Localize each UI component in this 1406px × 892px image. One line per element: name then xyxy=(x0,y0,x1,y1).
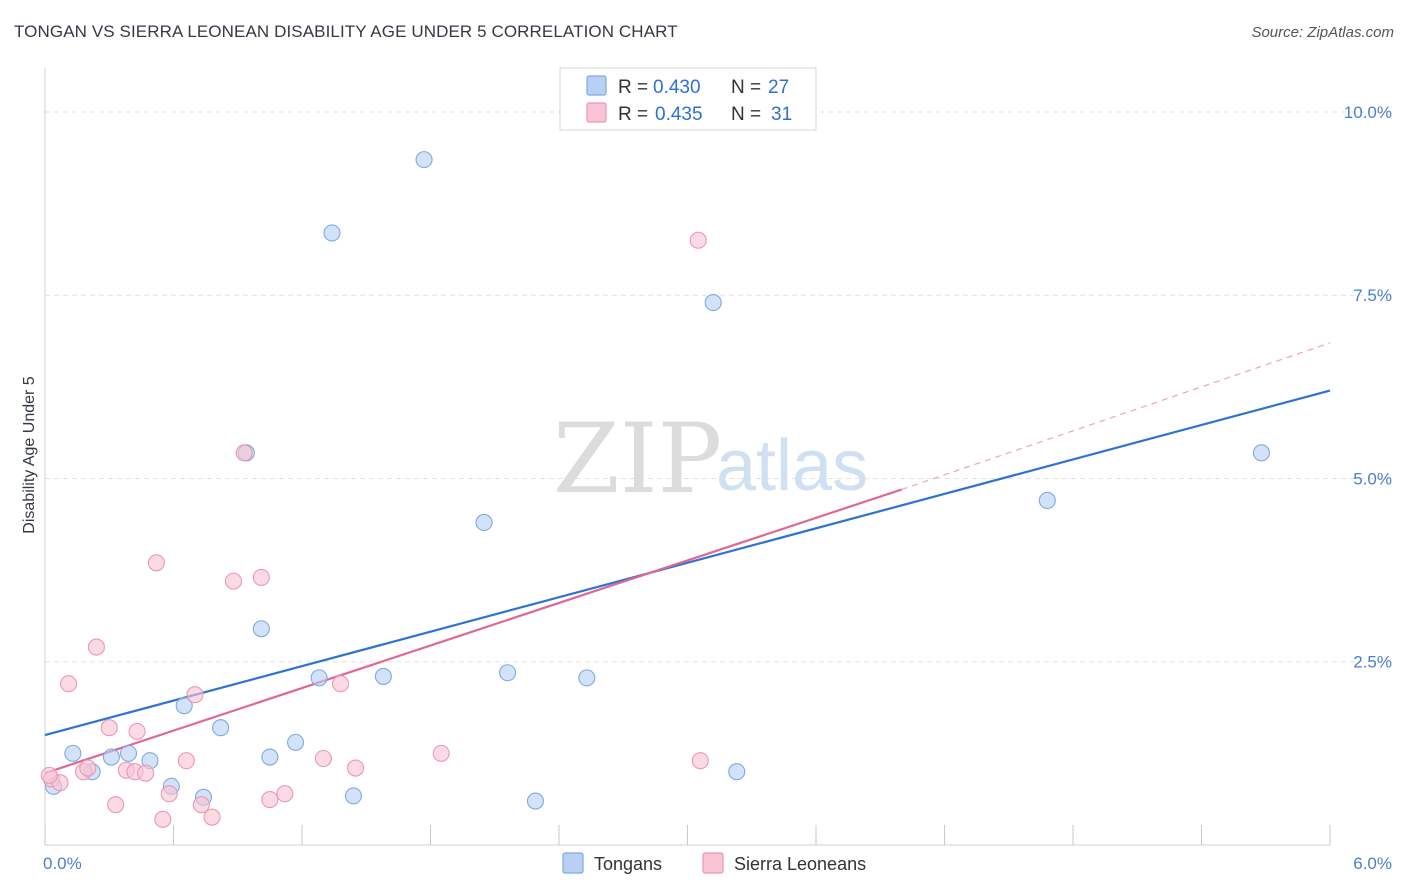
tongan-point-9 xyxy=(212,719,230,737)
tongan-point-24 xyxy=(728,763,746,781)
tongan-point-7 xyxy=(175,697,193,715)
sierra-point-15 xyxy=(177,752,195,770)
sierra-point-25 xyxy=(331,675,350,693)
sierra-leoneans-legend-swatch xyxy=(702,852,724,874)
tongan-point-19 xyxy=(475,513,493,532)
sierra-point-28 xyxy=(689,231,707,249)
sierra-r-label: R = xyxy=(618,104,648,125)
sierra-trend-line xyxy=(44,488,903,775)
tongan-point-25 xyxy=(1038,491,1056,510)
data-points xyxy=(40,151,1271,828)
chart-title: TONGAN VS SIERRA LEONEAN DISABILITY AGE … xyxy=(14,22,678,41)
sierra-point-30 xyxy=(40,766,58,784)
sierra-legend-swatch xyxy=(586,102,607,123)
sierra-point-5 xyxy=(87,638,105,656)
tick-labels: 2.5% 5.0% 7.5% 10.0% 0.0% 6.0% xyxy=(43,103,1392,873)
tongan-point-16 xyxy=(344,787,362,805)
sierra-point-17 xyxy=(192,796,210,814)
tongan-point-18 xyxy=(415,151,433,169)
sierra-point-22 xyxy=(261,791,279,809)
sierra-trend-extension xyxy=(901,342,1331,491)
tongan-point-23 xyxy=(704,294,722,312)
tongan-point-17 xyxy=(374,667,392,685)
tongan-point-11 xyxy=(252,620,270,638)
tongan-r-value: 0.430 xyxy=(653,77,701,98)
sierra-point-19 xyxy=(224,572,243,590)
sierra-n-label: N = xyxy=(731,104,761,125)
sierra-point-2 xyxy=(60,675,78,693)
source-credit: Source: ZipAtlas.com xyxy=(1251,24,1394,41)
tongan-point-12 xyxy=(261,748,279,766)
series-legend: Tongans Sierra Leoneans xyxy=(562,852,866,874)
sierra-point-10 xyxy=(128,722,146,740)
tongan-point-13 xyxy=(287,733,305,751)
tongan-n-value: 27 xyxy=(768,77,789,98)
sierra-point-12 xyxy=(147,554,165,572)
trend-lines xyxy=(44,342,1331,775)
watermark-zip: ZIP xyxy=(553,403,722,515)
tongan-r-label: R = xyxy=(618,77,648,98)
tongans-legend-label: Tongans xyxy=(594,854,662,874)
tongan-point-26 xyxy=(1252,444,1271,462)
tongan-point-1 xyxy=(64,744,82,762)
x-tick-label-0: 0.0% xyxy=(43,854,82,873)
tongan-n-label: N = xyxy=(731,77,761,98)
sierra-point-4 xyxy=(79,759,97,777)
sierra-point-11 xyxy=(137,764,155,782)
tongan-point-14 xyxy=(310,669,328,687)
tongan-point-15 xyxy=(323,224,341,242)
sierra-n-value: 31 xyxy=(771,104,792,125)
tongan-point-21 xyxy=(526,792,544,810)
sierra-leoneans-legend-label: Sierra Leoneans xyxy=(734,854,866,874)
sierra-point-24 xyxy=(314,749,332,768)
sierra-r-value: 0.435 xyxy=(655,104,703,125)
y-tick-label-2: 7.5% xyxy=(1353,286,1392,305)
tongan-point-3 xyxy=(102,748,120,766)
watermark-atlas: atlas xyxy=(716,426,868,506)
axes xyxy=(44,68,1331,846)
tongan-legend-swatch xyxy=(586,75,607,96)
tongan-point-20 xyxy=(499,664,517,682)
sierra-point-20 xyxy=(235,444,253,462)
sierra-point-29 xyxy=(691,752,709,770)
sierra-point-27 xyxy=(432,744,450,762)
sierra-point-13 xyxy=(154,810,172,828)
watermark: ZIP atlas xyxy=(553,403,868,515)
sierra-point-23 xyxy=(276,785,294,803)
sierra-point-26 xyxy=(346,759,365,777)
y-tick-label-3: 10.0% xyxy=(1344,103,1392,122)
y-tick-label-0: 2.5% xyxy=(1353,653,1392,672)
stats-legend: R = 0.430 N = 27 R = 0.435 N = 31 xyxy=(559,67,817,131)
grid-lines xyxy=(45,111,1390,663)
sierra-point-21 xyxy=(252,568,270,586)
sierra-point-14 xyxy=(160,785,178,803)
sierra-point-16 xyxy=(186,686,204,704)
tongan-point-4 xyxy=(119,744,138,762)
sierra-point-7 xyxy=(107,796,125,814)
x-tick-label-1: 6.0% xyxy=(1353,854,1392,873)
sierra-point-18 xyxy=(203,808,221,826)
tongans-legend-swatch xyxy=(562,852,584,874)
tongan-trend-line xyxy=(44,389,1331,737)
y-tick-label-1: 5.0% xyxy=(1353,469,1392,488)
sierra-point-6 xyxy=(100,719,118,737)
tongan-point-22 xyxy=(578,669,596,687)
